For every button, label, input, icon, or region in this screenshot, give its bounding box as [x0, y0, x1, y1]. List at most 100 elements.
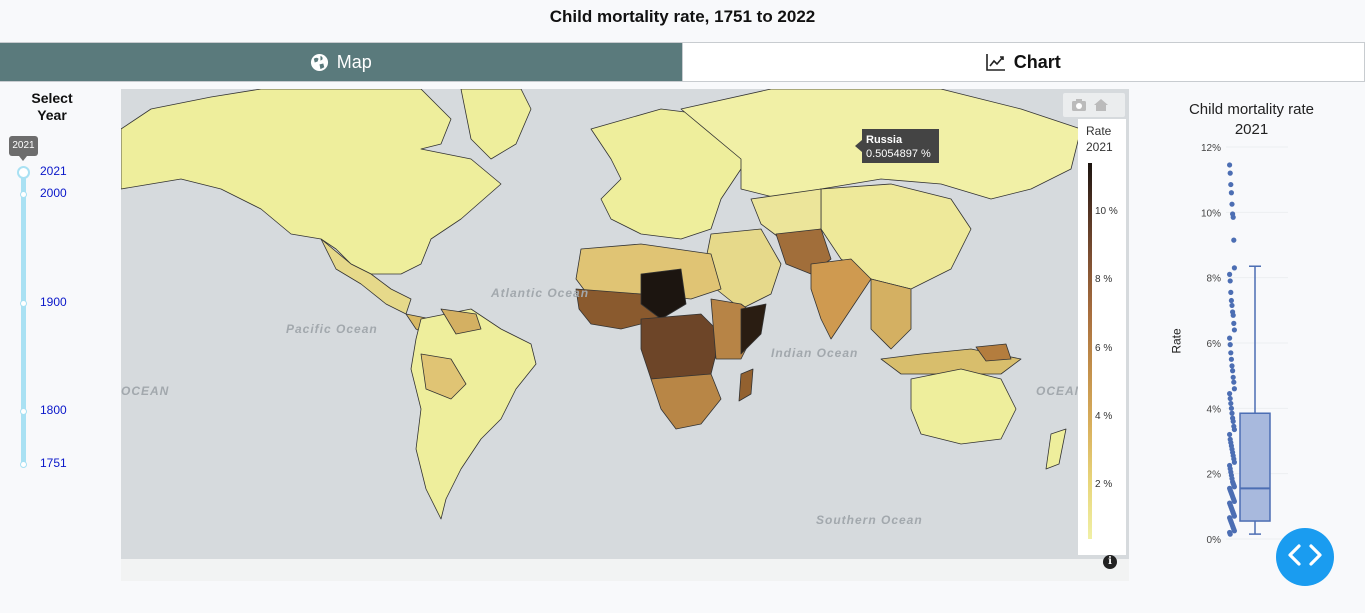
- box-plot-point: [1227, 395, 1233, 402]
- box-plot-point: [1231, 484, 1237, 490]
- box-plot-point: [1230, 418, 1236, 424]
- box-plot-box: [1239, 412, 1271, 522]
- colorbar-tick: 4 %: [1095, 411, 1113, 422]
- region-png: [975, 343, 1012, 362]
- region-southern-africa: [650, 373, 722, 430]
- region-antarctica: [121, 559, 1129, 581]
- tooltip-country: Russia: [866, 134, 903, 146]
- box-plot-point: [1228, 356, 1234, 362]
- slider-mark-1800[interactable]: 1800: [40, 403, 67, 417]
- box-plot-title: Child mortality rate 2021: [1160, 100, 1343, 140]
- slider-mark-dot: [20, 300, 27, 307]
- box-plot-title-line2: 2021: [1234, 121, 1269, 138]
- colorbar-gradient: [1088, 163, 1092, 539]
- box-plot-point: [1231, 237, 1237, 243]
- box-plot-point: [1228, 181, 1234, 188]
- box-plot-point: [1228, 190, 1234, 196]
- region-mexico: [320, 238, 412, 315]
- globe-icon: [310, 53, 329, 72]
- region-australia: [910, 368, 1017, 445]
- box-plot-point: [1227, 391, 1233, 397]
- map-colorbar: Rate 2021 10 % 8 % 6 % 4 % 2 %: [1078, 119, 1126, 555]
- region-venezuela: [440, 308, 482, 335]
- box-plot-point: [1229, 363, 1235, 369]
- region-sahel-dark: [640, 268, 687, 320]
- tab-chart[interactable]: Chart: [681, 43, 1365, 81]
- world-map-svg: [121, 89, 1129, 581]
- box-plot-point: [1227, 278, 1233, 284]
- year-slider-panel: Select Year 2021 2021 2000 1900 1800 175…: [0, 82, 110, 482]
- box-plot-point: [1231, 426, 1237, 433]
- year-title-line2: Year: [37, 107, 67, 123]
- ocean-label-southern: Southern Ocean: [816, 513, 923, 527]
- ocean-label-atlantic: Atlantic Ocean: [491, 286, 590, 300]
- box-plot-point: [1231, 265, 1237, 271]
- colorbar-tick: 8 %: [1095, 274, 1113, 285]
- ocean-label-indian: Indian Ocean: [771, 346, 859, 360]
- colorbar-title: Rate 2021: [1086, 123, 1113, 155]
- box-plot-y-tick: 10%: [1201, 208, 1221, 219]
- region-se-asia: [870, 278, 912, 350]
- tab-map[interactable]: Map: [0, 43, 682, 81]
- map-modebar: [1063, 93, 1125, 117]
- box-plot-point: [1231, 498, 1237, 505]
- ocean-label-left: OCEAN: [121, 384, 170, 398]
- region-bolivia-peru: [420, 353, 467, 400]
- camera-icon[interactable]: [1071, 98, 1087, 112]
- slider-mark-2000[interactable]: 2000: [40, 186, 67, 200]
- home-icon[interactable]: [1093, 98, 1109, 112]
- view-tabs: Map Chart: [0, 42, 1365, 82]
- box-plot-point: [1231, 327, 1237, 333]
- region-south-america: [410, 308, 537, 520]
- region-china: [820, 183, 972, 290]
- year-title-line1: Select: [31, 90, 73, 106]
- box-plot-point: [1227, 170, 1233, 176]
- region-north-america: [121, 89, 502, 275]
- slider-mark-2021[interactable]: 2021: [40, 164, 67, 178]
- region-middle-east: [705, 228, 782, 310]
- box-plot-point: [1231, 513, 1237, 519]
- box-plot-point: [1228, 400, 1234, 407]
- box-plot-title-line1: Child mortality rate: [1188, 101, 1315, 118]
- tooltip-value: 0.5054897 %: [866, 148, 931, 160]
- box-plot-y-tick: 8%: [1207, 274, 1222, 285]
- page-title: Child mortality rate, 1751 to 2022: [549, 7, 816, 26]
- year-slider-title: Select Year: [22, 90, 82, 124]
- map-hover-tooltip: Russia 0.5054897 %: [855, 129, 939, 163]
- box-plot-y-tick: 12%: [1201, 143, 1221, 154]
- slider-mark-dot: [20, 408, 27, 415]
- region-india: [810, 258, 872, 340]
- colorbar-title-line1: Rate: [1086, 124, 1112, 138]
- choropleth-map[interactable]: Atlantic Ocean Pacific Ocean Indian Ocea…: [121, 89, 1129, 581]
- box-plot-panel: Child mortality rate 2021 Rate 0% 2% 4% 6% 8…: [1160, 96, 1360, 566]
- colorbar-tick: 10 %: [1095, 206, 1118, 217]
- region-madagascar: [738, 368, 754, 402]
- region-new-zealand: [1045, 428, 1067, 470]
- slider-mark-1751[interactable]: 1751: [40, 456, 67, 470]
- box-plot-point: [1230, 368, 1236, 374]
- box-plot-point: [1231, 528, 1237, 534]
- box-plot-point: [1229, 201, 1235, 207]
- box-plot-y-tick: 4%: [1207, 404, 1222, 415]
- colorbar-tick: 6 %: [1095, 343, 1113, 354]
- box-plot-y-tick: 0%: [1207, 535, 1222, 546]
- tab-chart-label: Chart: [1013, 51, 1061, 72]
- region-somalia: [740, 303, 767, 355]
- box-plot-point: [1228, 297, 1234, 304]
- box-plot-point: [1228, 405, 1234, 411]
- box-plot-y-tick: 2%: [1207, 470, 1222, 481]
- tab-map-label: Map: [336, 51, 372, 72]
- box-plot-point: [1227, 531, 1233, 537]
- box-plot-y-tick: 6%: [1207, 339, 1222, 350]
- box-plot-point: [1231, 379, 1237, 385]
- slider-mark-1900[interactable]: 1900: [40, 295, 67, 309]
- box-plot-point: [1227, 271, 1233, 277]
- year-slider-handle[interactable]: [17, 166, 30, 179]
- code-toggle-button[interactable]: [1276, 528, 1334, 586]
- info-icon[interactable]: i: [1103, 555, 1117, 569]
- year-slider-rail[interactable]: [21, 170, 26, 468]
- colorbar-tick: 2 %: [1095, 479, 1113, 490]
- box-plot-point: [1227, 431, 1233, 438]
- slider-mark-dot: [20, 191, 27, 198]
